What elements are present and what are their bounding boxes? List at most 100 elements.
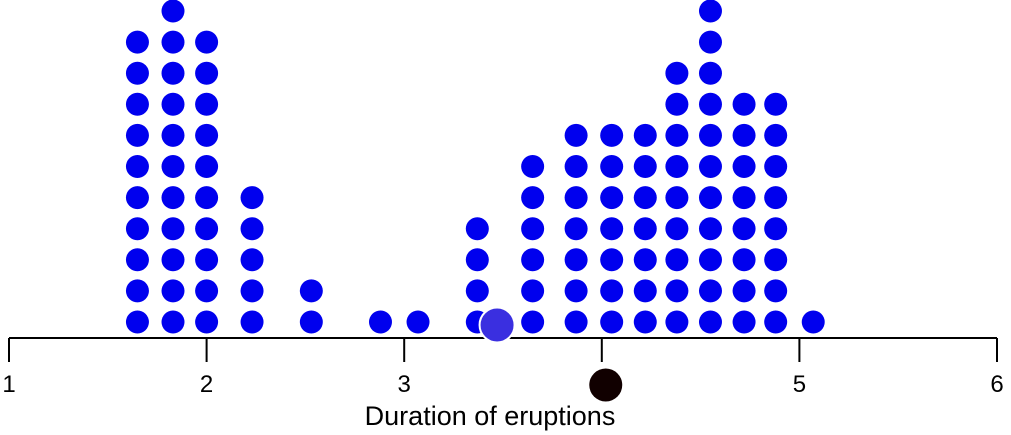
data-dot	[600, 123, 624, 147]
data-dot	[698, 123, 722, 147]
data-dot	[633, 186, 657, 210]
data-dot	[633, 155, 657, 178]
data-dot	[240, 248, 264, 272]
data-dot	[195, 248, 219, 272]
data-dot	[195, 186, 219, 210]
data-dot	[161, 186, 185, 210]
data-dot	[195, 279, 219, 303]
data-dot	[161, 155, 185, 178]
data-dot	[125, 279, 149, 303]
data-dot	[698, 279, 722, 303]
data-dot	[698, 30, 722, 54]
data-dot	[240, 310, 264, 334]
data-dot	[564, 186, 588, 210]
data-dot	[600, 310, 624, 334]
data-dot	[665, 248, 689, 272]
data-dot	[161, 0, 185, 23]
data-dot	[125, 30, 149, 54]
data-dot	[732, 155, 756, 178]
data-dot	[633, 279, 657, 303]
data-dot	[764, 217, 788, 241]
data-dot	[764, 92, 788, 116]
x-axis-ticks: 123456	[2, 338, 1004, 398]
data-dot	[240, 279, 264, 303]
data-dot	[195, 30, 219, 54]
data-dot	[732, 217, 756, 241]
data-dot	[732, 186, 756, 210]
data-dot	[764, 310, 788, 334]
axis-marker	[478, 306, 516, 344]
data-dot	[521, 186, 545, 210]
data-dot	[801, 310, 825, 334]
data-dot	[161, 217, 185, 241]
data-dot	[125, 186, 149, 210]
dot-layer	[125, 0, 825, 334]
data-dot	[633, 248, 657, 272]
data-dot	[195, 92, 219, 116]
x-tick-label: 5	[793, 371, 806, 398]
data-dot	[465, 279, 489, 303]
data-dot	[521, 279, 545, 303]
data-dot	[564, 310, 588, 334]
data-dot	[665, 310, 689, 334]
data-dot	[732, 92, 756, 116]
data-dot	[465, 248, 489, 272]
data-dot	[195, 123, 219, 147]
data-dot	[600, 248, 624, 272]
data-dot	[698, 61, 722, 85]
data-dot	[698, 155, 722, 178]
x-tick-label: 2	[200, 371, 213, 398]
data-dot	[161, 61, 185, 85]
data-dot	[764, 248, 788, 272]
x-tick-label: 3	[398, 371, 411, 398]
data-dot	[299, 279, 323, 303]
data-dot	[732, 310, 756, 334]
data-dot	[195, 217, 219, 241]
data-dot	[195, 61, 219, 85]
data-dot	[125, 123, 149, 147]
data-dot	[125, 217, 149, 241]
marker-layer	[478, 306, 623, 402]
data-dot	[564, 248, 588, 272]
data-dot	[698, 92, 722, 116]
data-dot	[764, 123, 788, 147]
data-dot	[125, 61, 149, 85]
data-dot	[633, 217, 657, 241]
data-dot	[665, 92, 689, 116]
data-dot	[600, 279, 624, 303]
data-dot	[521, 155, 545, 178]
data-dot	[564, 279, 588, 303]
x-tick-label: 6	[990, 371, 1003, 398]
data-dot	[564, 123, 588, 147]
data-dot	[764, 186, 788, 210]
data-dot	[732, 248, 756, 272]
data-dot	[698, 0, 722, 23]
data-dot	[600, 217, 624, 241]
data-dot	[600, 186, 624, 210]
data-dot	[665, 217, 689, 241]
data-dot	[465, 217, 489, 241]
data-dot	[521, 310, 545, 334]
data-dot	[521, 217, 545, 241]
data-dot	[732, 279, 756, 303]
data-dot	[161, 248, 185, 272]
data-dot	[240, 186, 264, 210]
data-dot	[564, 217, 588, 241]
data-dot	[633, 310, 657, 334]
data-dot	[161, 30, 185, 54]
data-dot	[665, 61, 689, 85]
data-dot	[665, 155, 689, 178]
data-dot	[665, 186, 689, 210]
data-dot	[665, 279, 689, 303]
data-dot	[600, 155, 624, 178]
data-dot	[161, 92, 185, 116]
data-dot	[125, 310, 149, 334]
x-axis-title: Duration of eruptions	[365, 401, 616, 431]
data-dot	[698, 217, 722, 241]
x-tick-label: 1	[2, 371, 15, 398]
data-dot	[665, 123, 689, 147]
data-dot	[698, 186, 722, 210]
data-dot	[125, 248, 149, 272]
data-dot	[195, 310, 219, 334]
